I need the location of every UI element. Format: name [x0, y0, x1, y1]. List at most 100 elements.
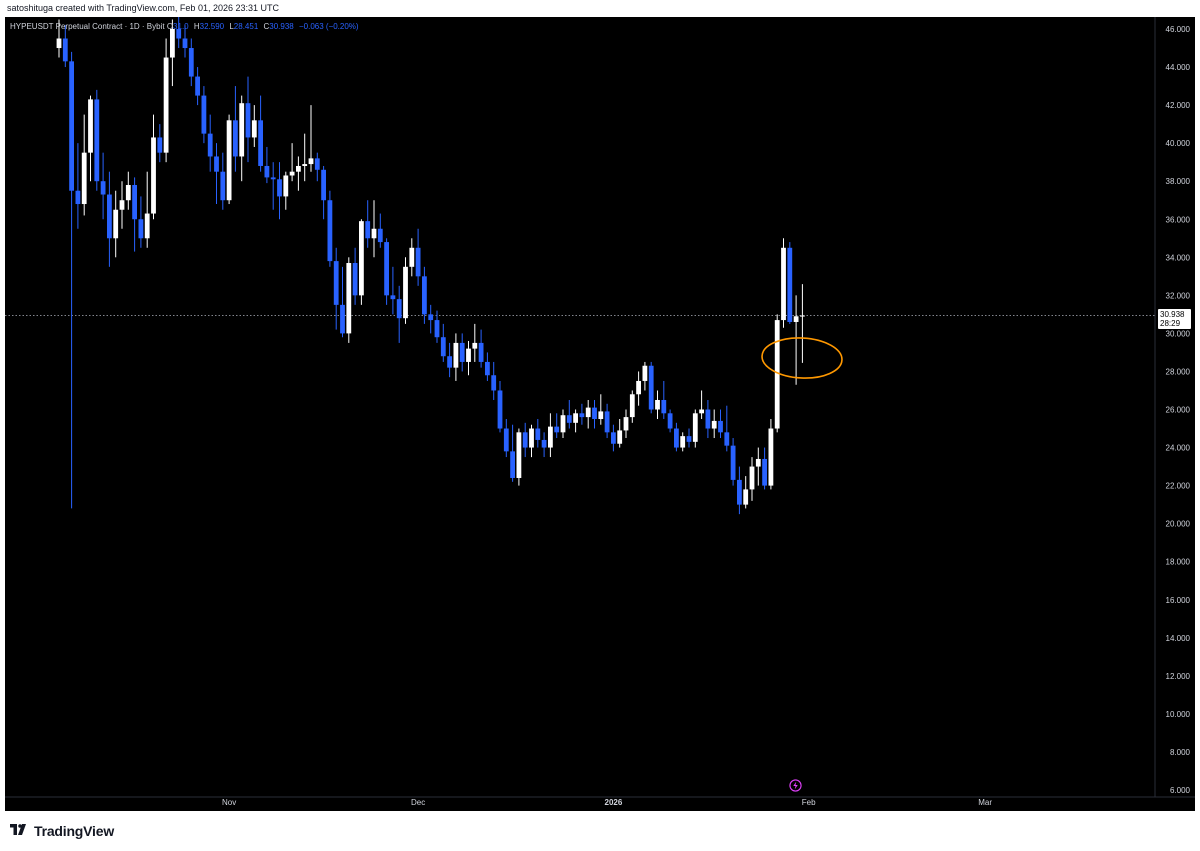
- candle[interactable]: [686, 428, 692, 448]
- candle[interactable]: [611, 424, 616, 452]
- candle[interactable]: [434, 310, 440, 343]
- candle[interactable]: [396, 285, 402, 343]
- lightning-icon[interactable]: [789, 779, 802, 792]
- candle[interactable]: [302, 133, 308, 182]
- candle[interactable]: [503, 419, 509, 458]
- candle[interactable]: [699, 390, 704, 420]
- candle[interactable]: [510, 424, 515, 482]
- candle[interactable]: [377, 213, 383, 248]
- candle[interactable]: [692, 409, 698, 448]
- candle[interactable]: [497, 380, 503, 433]
- candle[interactable]: [346, 257, 352, 343]
- candle[interactable]: [535, 419, 541, 448]
- candle[interactable]: [333, 247, 339, 330]
- candle[interactable]: [459, 333, 465, 372]
- candle[interactable]: [762, 447, 767, 490]
- candlestick-chart[interactable]: 6.000 8.000 10.000 12.000 14.000 16.000 18.000…: [5, 17, 1195, 811]
- candle[interactable]: [636, 371, 641, 406]
- candle[interactable]: [680, 432, 686, 452]
- chart-panel[interactable]: 6.000 8.000 10.000 12.000 14.000 16.000 18.000…: [5, 17, 1195, 811]
- candle[interactable]: [743, 476, 749, 509]
- candle[interactable]: [100, 152, 106, 220]
- candle[interactable]: [409, 238, 415, 277]
- candle[interactable]: [472, 323, 478, 362]
- candle[interactable]: [314, 152, 320, 182]
- candle[interactable]: [592, 399, 597, 429]
- candle[interactable]: [554, 413, 560, 439]
- candle[interactable]: [258, 95, 263, 172]
- candle[interactable]: [485, 352, 490, 381]
- candle[interactable]: [623, 409, 629, 439]
- candle[interactable]: [207, 114, 213, 172]
- candle[interactable]: [176, 17, 182, 49]
- candle[interactable]: [182, 25, 188, 58]
- candle[interactable]: [466, 341, 471, 376]
- candle[interactable]: [629, 390, 635, 423]
- candle[interactable]: [491, 361, 497, 400]
- candle[interactable]: [195, 67, 200, 106]
- candle[interactable]: [655, 390, 660, 420]
- candle[interactable]: [566, 399, 572, 429]
- candle[interactable]: [170, 19, 175, 87]
- candle[interactable]: [226, 114, 232, 205]
- candle[interactable]: [69, 51, 74, 509]
- candle[interactable]: [113, 190, 119, 258]
- candle[interactable]: [144, 171, 150, 248]
- candle[interactable]: [800, 284, 805, 363]
- candle[interactable]: [283, 171, 289, 210]
- candle[interactable]: [365, 200, 371, 248]
- candle[interactable]: [737, 466, 742, 515]
- candle[interactable]: [56, 19, 62, 58]
- candle[interactable]: [768, 419, 774, 490]
- candle[interactable]: [781, 238, 786, 328]
- candle[interactable]: [579, 403, 585, 425]
- candle[interactable]: [598, 394, 604, 425]
- candle[interactable]: [755, 447, 761, 486]
- candle[interactable]: [132, 177, 137, 252]
- candle[interactable]: [585, 399, 591, 429]
- candle[interactable]: [359, 219, 364, 305]
- candle[interactable]: [107, 171, 112, 267]
- candle[interactable]: [428, 304, 434, 334]
- candle[interactable]: [440, 323, 446, 362]
- candle[interactable]: [573, 409, 578, 433]
- candle[interactable]: [422, 266, 427, 324]
- candle[interactable]: [94, 89, 100, 191]
- candle[interactable]: [516, 428, 522, 486]
- candle[interactable]: [88, 95, 93, 182]
- candle[interactable]: [151, 114, 156, 220]
- candle[interactable]: [604, 403, 610, 439]
- candle[interactable]: [529, 424, 534, 458]
- candle[interactable]: [730, 438, 736, 486]
- candle[interactable]: [787, 242, 793, 324]
- footer-brand[interactable]: TradingView: [8, 822, 114, 840]
- candle[interactable]: [661, 380, 667, 420]
- candle[interactable]: [453, 333, 459, 381]
- candle[interactable]: [233, 86, 238, 172]
- candle[interactable]: [371, 200, 377, 258]
- candle[interactable]: [705, 399, 711, 439]
- candle[interactable]: [541, 432, 547, 458]
- candle[interactable]: [384, 238, 389, 305]
- candle[interactable]: [245, 76, 251, 163]
- candle[interactable]: [522, 422, 528, 458]
- candle[interactable]: [340, 266, 345, 338]
- candle[interactable]: [390, 266, 396, 315]
- candle[interactable]: [415, 228, 421, 286]
- candle[interactable]: [560, 409, 566, 439]
- candle[interactable]: [62, 25, 68, 68]
- candle[interactable]: [289, 143, 295, 182]
- candle[interactable]: [793, 295, 799, 385]
- candle[interactable]: [296, 156, 301, 191]
- candle[interactable]: [321, 165, 326, 220]
- candle[interactable]: [642, 361, 648, 391]
- candle[interactable]: [327, 190, 333, 267]
- candle[interactable]: [674, 422, 679, 452]
- candle[interactable]: [239, 95, 245, 182]
- candle[interactable]: [478, 329, 484, 368]
- candle[interactable]: [648, 361, 654, 414]
- candle[interactable]: [220, 152, 226, 210]
- candle[interactable]: [548, 413, 553, 458]
- candle[interactable]: [138, 196, 144, 248]
- candle[interactable]: [617, 419, 623, 448]
